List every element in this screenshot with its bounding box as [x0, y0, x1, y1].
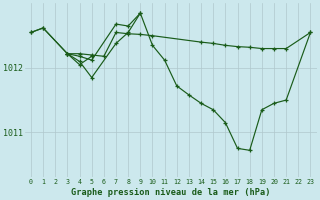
X-axis label: Graphe pression niveau de la mer (hPa): Graphe pression niveau de la mer (hPa)	[71, 188, 270, 197]
